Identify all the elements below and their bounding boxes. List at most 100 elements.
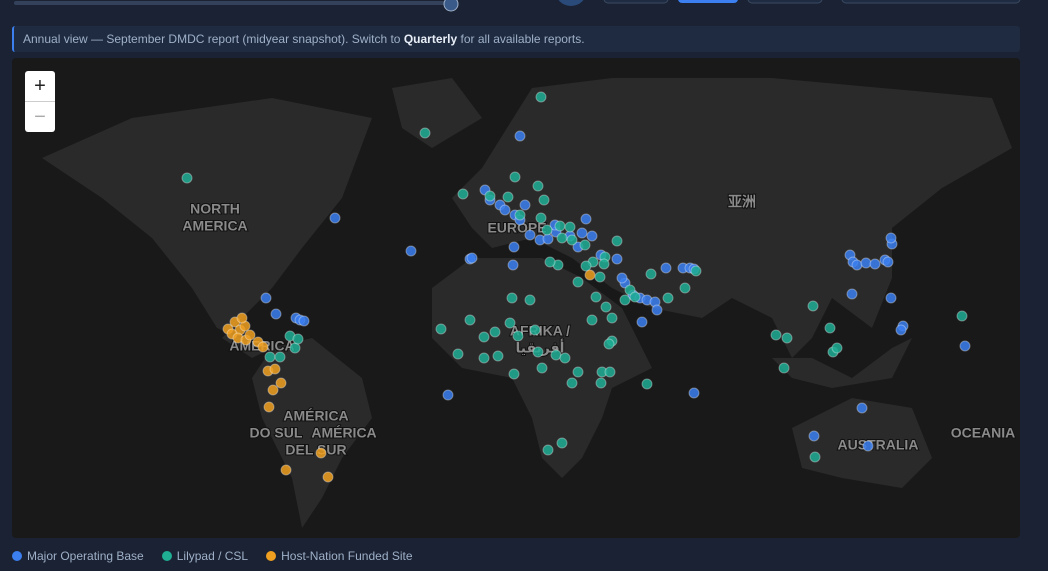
site-marker[interactable] — [519, 199, 531, 211]
site-marker[interactable] — [809, 451, 821, 463]
site-marker[interactable] — [274, 351, 286, 363]
site-marker[interactable] — [556, 232, 568, 244]
site-marker[interactable] — [611, 235, 623, 247]
site-marker[interactable] — [770, 329, 782, 341]
control-button[interactable] — [555, 0, 587, 6]
site-marker[interactable] — [956, 310, 968, 322]
legend-item[interactable]: Major Operating Base — [12, 549, 144, 563]
site-marker[interactable] — [586, 230, 598, 242]
site-marker[interactable] — [275, 377, 287, 389]
site-marker[interactable] — [580, 260, 592, 272]
site-marker[interactable] — [442, 389, 454, 401]
site-marker[interactable] — [464, 314, 476, 326]
site-marker[interactable] — [289, 342, 301, 354]
site-marker[interactable] — [851, 259, 863, 271]
site-marker[interactable] — [624, 284, 636, 296]
site-marker[interactable] — [629, 291, 641, 303]
site-marker[interactable] — [580, 213, 592, 225]
site-marker[interactable] — [542, 233, 554, 245]
site-marker[interactable] — [329, 212, 341, 224]
site-marker[interactable] — [598, 258, 610, 270]
site-marker[interactable] — [514, 130, 526, 142]
site-marker[interactable] — [502, 191, 514, 203]
site-marker[interactable] — [509, 171, 521, 183]
site-marker[interactable] — [506, 292, 518, 304]
site-marker[interactable] — [559, 352, 571, 364]
banner-link[interactable]: Quarterly — [403, 32, 458, 46]
site-marker[interactable] — [419, 127, 431, 139]
site-marker[interactable] — [405, 245, 417, 257]
site-marker[interactable] — [616, 272, 628, 284]
site-marker[interactable] — [524, 294, 536, 306]
site-marker[interactable] — [641, 378, 653, 390]
site-marker[interactable] — [507, 259, 519, 271]
site-marker[interactable] — [535, 212, 547, 224]
site-marker[interactable] — [824, 322, 836, 334]
site-marker[interactable] — [862, 440, 874, 452]
site-marker[interactable] — [315, 447, 327, 459]
site-marker[interactable] — [808, 430, 820, 442]
site-marker[interactable] — [508, 368, 520, 380]
site-marker[interactable] — [452, 348, 464, 360]
site-marker[interactable] — [856, 402, 868, 414]
site-marker[interactable] — [660, 262, 672, 274]
site-marker[interactable] — [538, 194, 550, 206]
site-marker[interactable] — [529, 324, 541, 336]
site-marker[interactable] — [499, 204, 511, 216]
site-marker[interactable] — [512, 330, 524, 342]
site-marker[interactable] — [542, 444, 554, 456]
site-marker[interactable] — [576, 227, 588, 239]
site-marker[interactable] — [572, 276, 584, 288]
site-marker[interactable] — [645, 268, 657, 280]
site-marker[interactable] — [514, 209, 526, 221]
site-marker[interactable] — [524, 229, 536, 241]
site-marker[interactable] — [263, 401, 275, 413]
site-marker[interactable] — [590, 291, 602, 303]
site-marker[interactable] — [536, 362, 548, 374]
site-marker[interactable] — [236, 312, 248, 324]
site-marker[interactable] — [566, 234, 578, 246]
site-marker[interactable] — [636, 316, 648, 328]
site-marker[interactable] — [322, 471, 334, 483]
site-marker[interactable] — [778, 362, 790, 374]
site-marker[interactable] — [831, 342, 843, 354]
site-marker[interactable] — [260, 292, 272, 304]
site-marker[interactable] — [600, 301, 612, 313]
site-marker[interactable] — [679, 282, 691, 294]
site-marker[interactable] — [882, 256, 894, 268]
site-marker[interactable] — [478, 331, 490, 343]
site-marker[interactable] — [535, 91, 547, 103]
site-marker[interactable] — [264, 351, 276, 363]
site-marker[interactable] — [292, 333, 304, 345]
site-marker[interactable] — [504, 317, 516, 329]
site-marker[interactable] — [457, 188, 469, 200]
site-marker[interactable] — [492, 350, 504, 362]
site-marker[interactable] — [885, 232, 897, 244]
control-select[interactable] — [841, 0, 1021, 4]
site-marker[interactable] — [584, 269, 596, 281]
site-marker[interactable] — [466, 252, 478, 264]
zoom-out[interactable]: − — [25, 102, 55, 132]
site-marker[interactable] — [895, 324, 907, 336]
control-button[interactable] — [603, 0, 669, 4]
control-button[interactable] — [747, 0, 823, 4]
site-marker[interactable] — [484, 190, 496, 202]
site-marker[interactable] — [606, 312, 618, 324]
site-marker[interactable] — [269, 363, 281, 375]
site-marker[interactable] — [257, 341, 269, 353]
site-marker[interactable] — [556, 437, 568, 449]
site-marker[interactable] — [541, 224, 553, 236]
legend-item[interactable]: Lilypad / CSL — [161, 549, 248, 563]
site-marker[interactable] — [181, 172, 193, 184]
site-marker[interactable] — [807, 300, 819, 312]
site-marker[interactable] — [688, 387, 700, 399]
site-marker[interactable] — [532, 180, 544, 192]
zoom-in[interactable]: + — [25, 71, 55, 102]
site-marker[interactable] — [572, 366, 584, 378]
site-marker[interactable] — [662, 292, 674, 304]
site-marker[interactable] — [959, 340, 971, 352]
site-marker[interactable] — [298, 315, 310, 327]
site-marker[interactable] — [270, 308, 282, 320]
site-marker[interactable] — [885, 292, 897, 304]
site-marker[interactable] — [860, 257, 872, 269]
